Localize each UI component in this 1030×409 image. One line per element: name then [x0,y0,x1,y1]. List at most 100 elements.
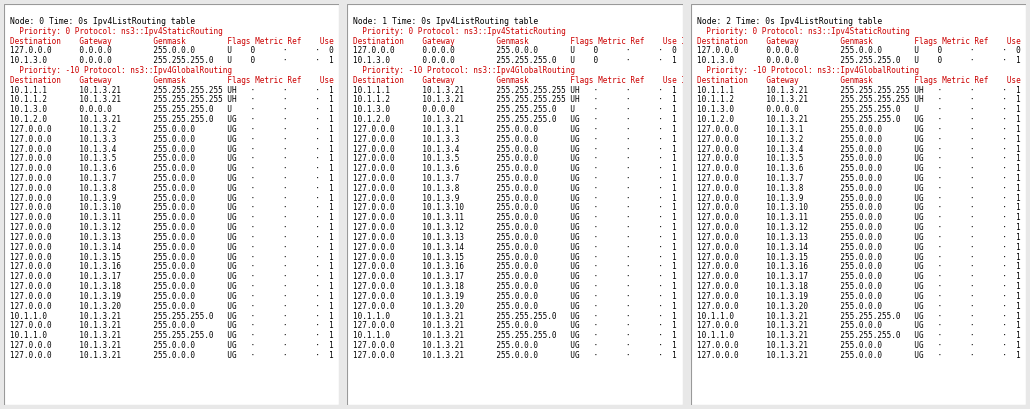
Text: 10.1.2.0       10.1.3.21       255.255.255.0   UG   ·      ·      ·  1: 10.1.2.0 10.1.3.21 255.255.255.0 UG · · … [697,115,1021,124]
Text: 127.0.0.0      10.1.3.16       255.0.0.0       UG   ·      ·      ·  1: 127.0.0.0 10.1.3.16 255.0.0.0 UG · · · 1 [10,263,334,272]
Text: 127.0.0.0      10.1.3.21       255.0.0.0       UG   ·      ·      ·  1: 127.0.0.0 10.1.3.21 255.0.0.0 UG · · · 1 [10,341,334,350]
Text: 127.0.0.0      10.1.3.11       255.0.0.0       UG   ·      ·      ·  1: 127.0.0.0 10.1.3.11 255.0.0.0 UG · · · 1 [10,213,334,222]
Text: Priority: -10 Protocol: ns3::Ipv4GlobalRouting: Priority: -10 Protocol: ns3::Ipv4GlobalR… [10,66,232,75]
Text: 10.1.3.0       0.0.0.0         255.255.255.0   U    ·      ·      ·  1: 10.1.3.0 0.0.0.0 255.255.255.0 U · · · 1 [353,105,678,114]
Text: 127.0.0.0      10.1.3.10       255.0.0.0       UG   ·      ·      ·  1: 127.0.0.0 10.1.3.10 255.0.0.0 UG · · · 1 [10,204,334,213]
Text: 127.0.0.0      10.1.3.15       255.0.0.0       UG   ·      ·      ·  1: 127.0.0.0 10.1.3.15 255.0.0.0 UG · · · 1 [353,253,678,262]
Text: 127.0.0.0      10.1.3.19       255.0.0.0       UG   ·      ·      ·  1: 127.0.0.0 10.1.3.19 255.0.0.0 UG · · · 1 [697,292,1021,301]
Text: 127.0.0.0      10.1.3.4        255.0.0.0       UG   ·      ·      ·  1: 127.0.0.0 10.1.3.4 255.0.0.0 UG · · · 1 [697,144,1021,153]
Text: 127.0.0.0      10.1.3.8        255.0.0.0       UG   ·      ·      ·  1: 127.0.0.0 10.1.3.8 255.0.0.0 UG · · · 1 [697,184,1021,193]
Text: Node: 1 Time: 0s Ipv4ListRouting table: Node: 1 Time: 0s Ipv4ListRouting table [353,17,539,26]
Text: 127.0.0.0      10.1.3.21       255.0.0.0       UG   ·      ·      ·  1: 127.0.0.0 10.1.3.21 255.0.0.0 UG · · · 1 [353,321,678,330]
Text: 127.0.0.0      10.1.3.15       255.0.0.0       UG   ·      ·      ·  1: 127.0.0.0 10.1.3.15 255.0.0.0 UG · · · 1 [10,253,334,262]
Text: 127.0.0.0      10.1.3.10       255.0.0.0       UG   ·      ·      ·  1: 127.0.0.0 10.1.3.10 255.0.0.0 UG · · · 1 [697,204,1021,213]
Text: 127.0.0.0      10.1.3.14       255.0.0.0       UG   ·      ·      ·  1: 127.0.0.0 10.1.3.14 255.0.0.0 UG · · · 1 [697,243,1021,252]
Text: 127.0.0.0      10.1.3.21       255.0.0.0       UG   ·      ·      ·  1: 127.0.0.0 10.1.3.21 255.0.0.0 UG · · · 1 [10,351,334,360]
FancyBboxPatch shape [691,4,1026,405]
Text: 10.1.1.0       10.1.3.21       255.255.255.0   UG   ·      ·      ·  1: 10.1.1.0 10.1.3.21 255.255.255.0 UG · · … [353,312,678,321]
Text: 10.1.1.0       10.1.3.21       255.255.255.0   UG   ·      ·      ·  1: 10.1.1.0 10.1.3.21 255.255.255.0 UG · · … [697,331,1021,340]
Text: 127.0.0.0      10.1.3.7        255.0.0.0       UG   ·      ·      ·  1: 127.0.0.0 10.1.3.7 255.0.0.0 UG · · · 1 [353,174,678,183]
Text: 127.0.0.0      10.1.3.17       255.0.0.0       UG   ·      ·      ·  1: 127.0.0.0 10.1.3.17 255.0.0.0 UG · · · 1 [697,272,1021,281]
Text: 10.1.1.0       10.1.3.21       255.255.255.0   UG   ·      ·      ·  1: 10.1.1.0 10.1.3.21 255.255.255.0 UG · · … [10,312,334,321]
Text: 10.1.1.1       10.1.3.21       255.255.255.255 UH   ·      ·      ·  1: 10.1.1.1 10.1.3.21 255.255.255.255 UH · … [353,85,678,94]
Text: Destination    Gateway         Genmask         Flags Metric Ref    Use Iface: Destination Gateway Genmask Flags Metric… [10,36,362,45]
Text: 10.1.1.2       10.1.3.21       255.255.255.255 UH   ·      ·      ·  1: 10.1.1.2 10.1.3.21 255.255.255.255 UH · … [697,95,1021,104]
Text: 127.0.0.0      10.1.3.10       255.0.0.0       UG   ·      ·      ·  1: 127.0.0.0 10.1.3.10 255.0.0.0 UG · · · 1 [353,204,678,213]
Text: 127.0.0.0      10.1.3.4        255.0.0.0       UG   ·      ·      ·  1: 127.0.0.0 10.1.3.4 255.0.0.0 UG · · · 1 [10,144,334,153]
Text: 127.0.0.0      0.0.0.0         255.0.0.0       U    0      ·      ·  0: 127.0.0.0 0.0.0.0 255.0.0.0 U 0 · · 0 [10,46,334,55]
Text: Destination    Gateway         Genmask         Flags Metric Ref    Use Iface: Destination Gateway Genmask Flags Metric… [353,36,705,45]
Text: 127.0.0.0      10.1.3.1        255.0.0.0       UG   ·      ·      ·  1: 127.0.0.0 10.1.3.1 255.0.0.0 UG · · · 1 [353,125,678,134]
Text: 127.0.0.0      10.1.3.11       255.0.0.0       UG   ·      ·      ·  1: 127.0.0.0 10.1.3.11 255.0.0.0 UG · · · 1 [697,213,1021,222]
Text: 127.0.0.0      10.1.3.9        255.0.0.0       UG   ·      ·      ·  1: 127.0.0.0 10.1.3.9 255.0.0.0 UG · · · 1 [353,194,678,203]
Text: 127.0.0.0      10.1.3.9        255.0.0.0       UG   ·      ·      ·  1: 127.0.0.0 10.1.3.9 255.0.0.0 UG · · · 1 [697,194,1021,203]
Text: 127.0.0.0      10.1.3.2        255.0.0.0       UG   ·      ·      ·  1: 127.0.0.0 10.1.3.2 255.0.0.0 UG · · · 1 [10,125,334,134]
Text: 127.0.0.0      10.1.3.17       255.0.0.0       UG   ·      ·      ·  1: 127.0.0.0 10.1.3.17 255.0.0.0 UG · · · 1 [353,272,678,281]
Text: 127.0.0.0      10.1.3.16       255.0.0.0       UG   ·      ·      ·  1: 127.0.0.0 10.1.3.16 255.0.0.0 UG · · · 1 [697,263,1021,272]
Text: 127.0.0.0      10.1.3.12       255.0.0.0       UG   ·      ·      ·  1: 127.0.0.0 10.1.3.12 255.0.0.0 UG · · · 1 [697,223,1021,232]
Text: 127.0.0.0      10.1.3.1        255.0.0.0       UG   ·      ·      ·  1: 127.0.0.0 10.1.3.1 255.0.0.0 UG · · · 1 [697,125,1021,134]
Text: 127.0.0.0      10.1.3.4        255.0.0.0       UG   ·      ·      ·  1: 127.0.0.0 10.1.3.4 255.0.0.0 UG · · · 1 [353,144,678,153]
Text: Destination    Gateway         Genmask         Flags Metric Ref    Use Iface: Destination Gateway Genmask Flags Metric… [10,76,362,85]
Text: 127.0.0.0      10.1.3.5        255.0.0.0       UG   ·      ·      ·  1: 127.0.0.0 10.1.3.5 255.0.0.0 UG · · · 1 [10,154,334,164]
Text: 10.1.1.2       10.1.3.21       255.255.255.255 UH   ·      ·      ·  1: 10.1.1.2 10.1.3.21 255.255.255.255 UH · … [10,95,334,104]
Text: 10.1.2.0       10.1.3.21       255.255.255.0   UG   ·      ·      ·  1: 10.1.2.0 10.1.3.21 255.255.255.0 UG · · … [353,115,678,124]
Text: 10.1.1.0       10.1.3.21       255.255.255.0   UG   ·      ·      ·  1: 10.1.1.0 10.1.3.21 255.255.255.0 UG · · … [10,331,334,340]
Text: 127.0.0.0      10.1.3.6        255.0.0.0       UG   ·      ·      ·  1: 127.0.0.0 10.1.3.6 255.0.0.0 UG · · · 1 [10,164,334,173]
Text: Node: 2 Time: 0s Ipv4ListRouting table: Node: 2 Time: 0s Ipv4ListRouting table [697,17,882,26]
Text: Destination    Gateway         Genmask         Flags Metric Ref    Use Iface: Destination Gateway Genmask Flags Metric… [353,76,705,85]
Text: 10.1.3.0       0.0.0.0         255.255.255.0   U    0      ·      ·  1: 10.1.3.0 0.0.0.0 255.255.255.0 U 0 · · 1 [353,56,678,65]
Text: 127.0.0.0      10.1.3.12       255.0.0.0       UG   ·      ·      ·  1: 127.0.0.0 10.1.3.12 255.0.0.0 UG · · · 1 [10,223,334,232]
Text: 127.0.0.0      10.1.3.20       255.0.0.0       UG   ·      ·      ·  1: 127.0.0.0 10.1.3.20 255.0.0.0 UG · · · 1 [353,302,678,311]
Text: 127.0.0.0      10.1.3.14       255.0.0.0       UG   ·      ·      ·  1: 127.0.0.0 10.1.3.14 255.0.0.0 UG · · · 1 [10,243,334,252]
Text: 10.1.1.1       10.1.3.21       255.255.255.255 UH   ·      ·      ·  1: 10.1.1.1 10.1.3.21 255.255.255.255 UH · … [697,85,1021,94]
Text: 10.1.3.0       0.0.0.0         255.255.255.0   U    0      ·      ·  1: 10.1.3.0 0.0.0.0 255.255.255.0 U 0 · · 1 [10,56,334,65]
Text: Priority: -10 Protocol: ns3::Ipv4GlobalRouting: Priority: -10 Protocol: ns3::Ipv4GlobalR… [697,66,919,75]
Text: 127.0.0.0      10.1.3.13       255.0.0.0       UG   ·      ·      ·  1: 127.0.0.0 10.1.3.13 255.0.0.0 UG · · · 1 [697,233,1021,242]
Text: 127.0.0.0      10.1.3.15       255.0.0.0       UG   ·      ·      ·  1: 127.0.0.0 10.1.3.15 255.0.0.0 UG · · · 1 [697,253,1021,262]
Text: Priority: 0 Protocol: ns3::Ipv4StaticRouting: Priority: 0 Protocol: ns3::Ipv4StaticRou… [10,27,222,36]
Text: 127.0.0.0      10.1.3.18       255.0.0.0       UG   ·      ·      ·  1: 127.0.0.0 10.1.3.18 255.0.0.0 UG · · · 1 [697,282,1021,291]
Text: 127.0.0.0      10.1.3.18       255.0.0.0       UG   ·      ·      ·  1: 127.0.0.0 10.1.3.18 255.0.0.0 UG · · · 1 [10,282,334,291]
Text: 127.0.0.0      10.1.3.7        255.0.0.0       UG   ·      ·      ·  1: 127.0.0.0 10.1.3.7 255.0.0.0 UG · · · 1 [10,174,334,183]
Text: 127.0.0.0      10.1.3.18       255.0.0.0       UG   ·      ·      ·  1: 127.0.0.0 10.1.3.18 255.0.0.0 UG · · · 1 [353,282,678,291]
Text: 127.0.0.0      10.1.3.9        255.0.0.0       UG   ·      ·      ·  1: 127.0.0.0 10.1.3.9 255.0.0.0 UG · · · 1 [10,194,334,203]
Text: 127.0.0.0      10.1.3.6        255.0.0.0       UG   ·      ·      ·  1: 127.0.0.0 10.1.3.6 255.0.0.0 UG · · · 1 [697,164,1021,173]
Text: 127.0.0.0      10.1.3.13       255.0.0.0       UG   ·      ·      ·  1: 127.0.0.0 10.1.3.13 255.0.0.0 UG · · · 1 [10,233,334,242]
Text: 127.0.0.0      10.1.3.20       255.0.0.0       UG   ·      ·      ·  1: 127.0.0.0 10.1.3.20 255.0.0.0 UG · · · 1 [697,302,1021,311]
Text: 127.0.0.0      10.1.3.13       255.0.0.0       UG   ·      ·      ·  1: 127.0.0.0 10.1.3.13 255.0.0.0 UG · · · 1 [353,233,678,242]
Text: 127.0.0.0      10.1.3.11       255.0.0.0       UG   ·      ·      ·  1: 127.0.0.0 10.1.3.11 255.0.0.0 UG · · · 1 [353,213,678,222]
Text: 10.1.2.0       10.1.3.21       255.255.255.0   UG   ·      ·      ·  1: 10.1.2.0 10.1.3.21 255.255.255.0 UG · · … [10,115,334,124]
Text: 127.0.0.0      10.1.3.8        255.0.0.0       UG   ·      ·      ·  1: 127.0.0.0 10.1.3.8 255.0.0.0 UG · · · 1 [10,184,334,193]
Text: 127.0.0.0      10.1.3.3        255.0.0.0       UG   ·      ·      ·  1: 127.0.0.0 10.1.3.3 255.0.0.0 UG · · · 1 [353,135,678,144]
Text: 127.0.0.0      10.1.3.16       255.0.0.0       UG   ·      ·      ·  1: 127.0.0.0 10.1.3.16 255.0.0.0 UG · · · 1 [353,263,678,272]
Text: 127.0.0.0      10.1.3.21       255.0.0.0       UG   ·      ·      ·  1: 127.0.0.0 10.1.3.21 255.0.0.0 UG · · · 1 [353,351,678,360]
Text: 127.0.0.0      10.1.3.17       255.0.0.0       UG   ·      ·      ·  1: 127.0.0.0 10.1.3.17 255.0.0.0 UG · · · 1 [10,272,334,281]
Text: 10.1.1.2       10.1.3.21       255.255.255.255 UH   ·      ·      ·  1: 10.1.1.2 10.1.3.21 255.255.255.255 UH · … [353,95,678,104]
Text: Node: 0 Time: 0s Ipv4ListRouting table: Node: 0 Time: 0s Ipv4ListRouting table [10,17,196,26]
Text: 127.0.0.0      10.1.3.3        255.0.0.0       UG   ·      ·      ·  1: 127.0.0.0 10.1.3.3 255.0.0.0 UG · · · 1 [10,135,334,144]
Text: Priority: 0 Protocol: ns3::Ipv4StaticRouting: Priority: 0 Protocol: ns3::Ipv4StaticRou… [353,27,566,36]
Text: 10.1.1.1       10.1.3.21       255.255.255.255 UH   ·      ·      ·  1: 10.1.1.1 10.1.3.21 255.255.255.255 UH · … [10,85,334,94]
Text: 127.0.0.0      10.1.3.6        255.0.0.0       UG   ·      ·      ·  1: 127.0.0.0 10.1.3.6 255.0.0.0 UG · · · 1 [353,164,678,173]
Text: 127.0.0.0      10.1.3.7        255.0.0.0       UG   ·      ·      ·  1: 127.0.0.0 10.1.3.7 255.0.0.0 UG · · · 1 [697,174,1021,183]
Text: 127.0.0.0      0.0.0.0         255.0.0.0       U    0      ·      ·  0: 127.0.0.0 0.0.0.0 255.0.0.0 U 0 · · 0 [697,46,1021,55]
Text: 127.0.0.0      10.1.3.21       255.0.0.0       UG   ·      ·      ·  1: 127.0.0.0 10.1.3.21 255.0.0.0 UG · · · 1 [353,341,678,350]
Text: 127.0.0.0      10.1.3.21       255.0.0.0       UG   ·      ·      ·  1: 127.0.0.0 10.1.3.21 255.0.0.0 UG · · · 1 [697,321,1021,330]
Text: 127.0.0.0      10.1.3.20       255.0.0.0       UG   ·      ·      ·  1: 127.0.0.0 10.1.3.20 255.0.0.0 UG · · · 1 [10,302,334,311]
FancyBboxPatch shape [347,4,683,405]
Text: Destination    Gateway         Genmask         Flags Metric Ref    Use Iface: Destination Gateway Genmask Flags Metric… [697,76,1030,85]
Text: 127.0.0.0      10.1.3.12       255.0.0.0       UG   ·      ·      ·  1: 127.0.0.0 10.1.3.12 255.0.0.0 UG · · · 1 [353,223,678,232]
Text: Priority: -10 Protocol: ns3::Ipv4GlobalRouting: Priority: -10 Protocol: ns3::Ipv4GlobalR… [353,66,576,75]
Text: 10.1.3.0       0.0.0.0         255.255.255.0   U    ·      ·      ·  1: 10.1.3.0 0.0.0.0 255.255.255.0 U · · · 1 [10,105,334,114]
Text: 10.1.3.0       0.0.0.0         255.255.255.0   U    ·      ·      ·  1: 10.1.3.0 0.0.0.0 255.255.255.0 U · · · 1 [697,105,1021,114]
Text: 127.0.0.0      10.1.3.8        255.0.0.0       UG   ·      ·      ·  1: 127.0.0.0 10.1.3.8 255.0.0.0 UG · · · 1 [353,184,678,193]
Text: 10.1.1.0       10.1.3.21       255.255.255.0   UG   ·      ·      ·  1: 10.1.1.0 10.1.3.21 255.255.255.0 UG · · … [353,331,678,340]
Text: Priority: 0 Protocol: ns3::Ipv4StaticRouting: Priority: 0 Protocol: ns3::Ipv4StaticRou… [697,27,909,36]
Text: Destination    Gateway         Genmask         Flags Metric Ref    Use Iface: Destination Gateway Genmask Flags Metric… [697,36,1030,45]
Text: 127.0.0.0      10.1.3.21       255.0.0.0       UG   ·      ·      ·  1: 127.0.0.0 10.1.3.21 255.0.0.0 UG · · · 1 [697,341,1021,350]
Text: 10.1.3.0       0.0.0.0         255.255.255.0   U    0      ·      ·  1: 10.1.3.0 0.0.0.0 255.255.255.0 U 0 · · 1 [697,56,1021,65]
Text: 127.0.0.0      10.1.3.19       255.0.0.0       UG   ·      ·      ·  1: 127.0.0.0 10.1.3.19 255.0.0.0 UG · · · 1 [10,292,334,301]
Text: 10.1.1.0       10.1.3.21       255.255.255.0   UG   ·      ·      ·  1: 10.1.1.0 10.1.3.21 255.255.255.0 UG · · … [697,312,1021,321]
Text: 127.0.0.0      10.1.3.2        255.0.0.0       UG   ·      ·      ·  1: 127.0.0.0 10.1.3.2 255.0.0.0 UG · · · 1 [697,135,1021,144]
